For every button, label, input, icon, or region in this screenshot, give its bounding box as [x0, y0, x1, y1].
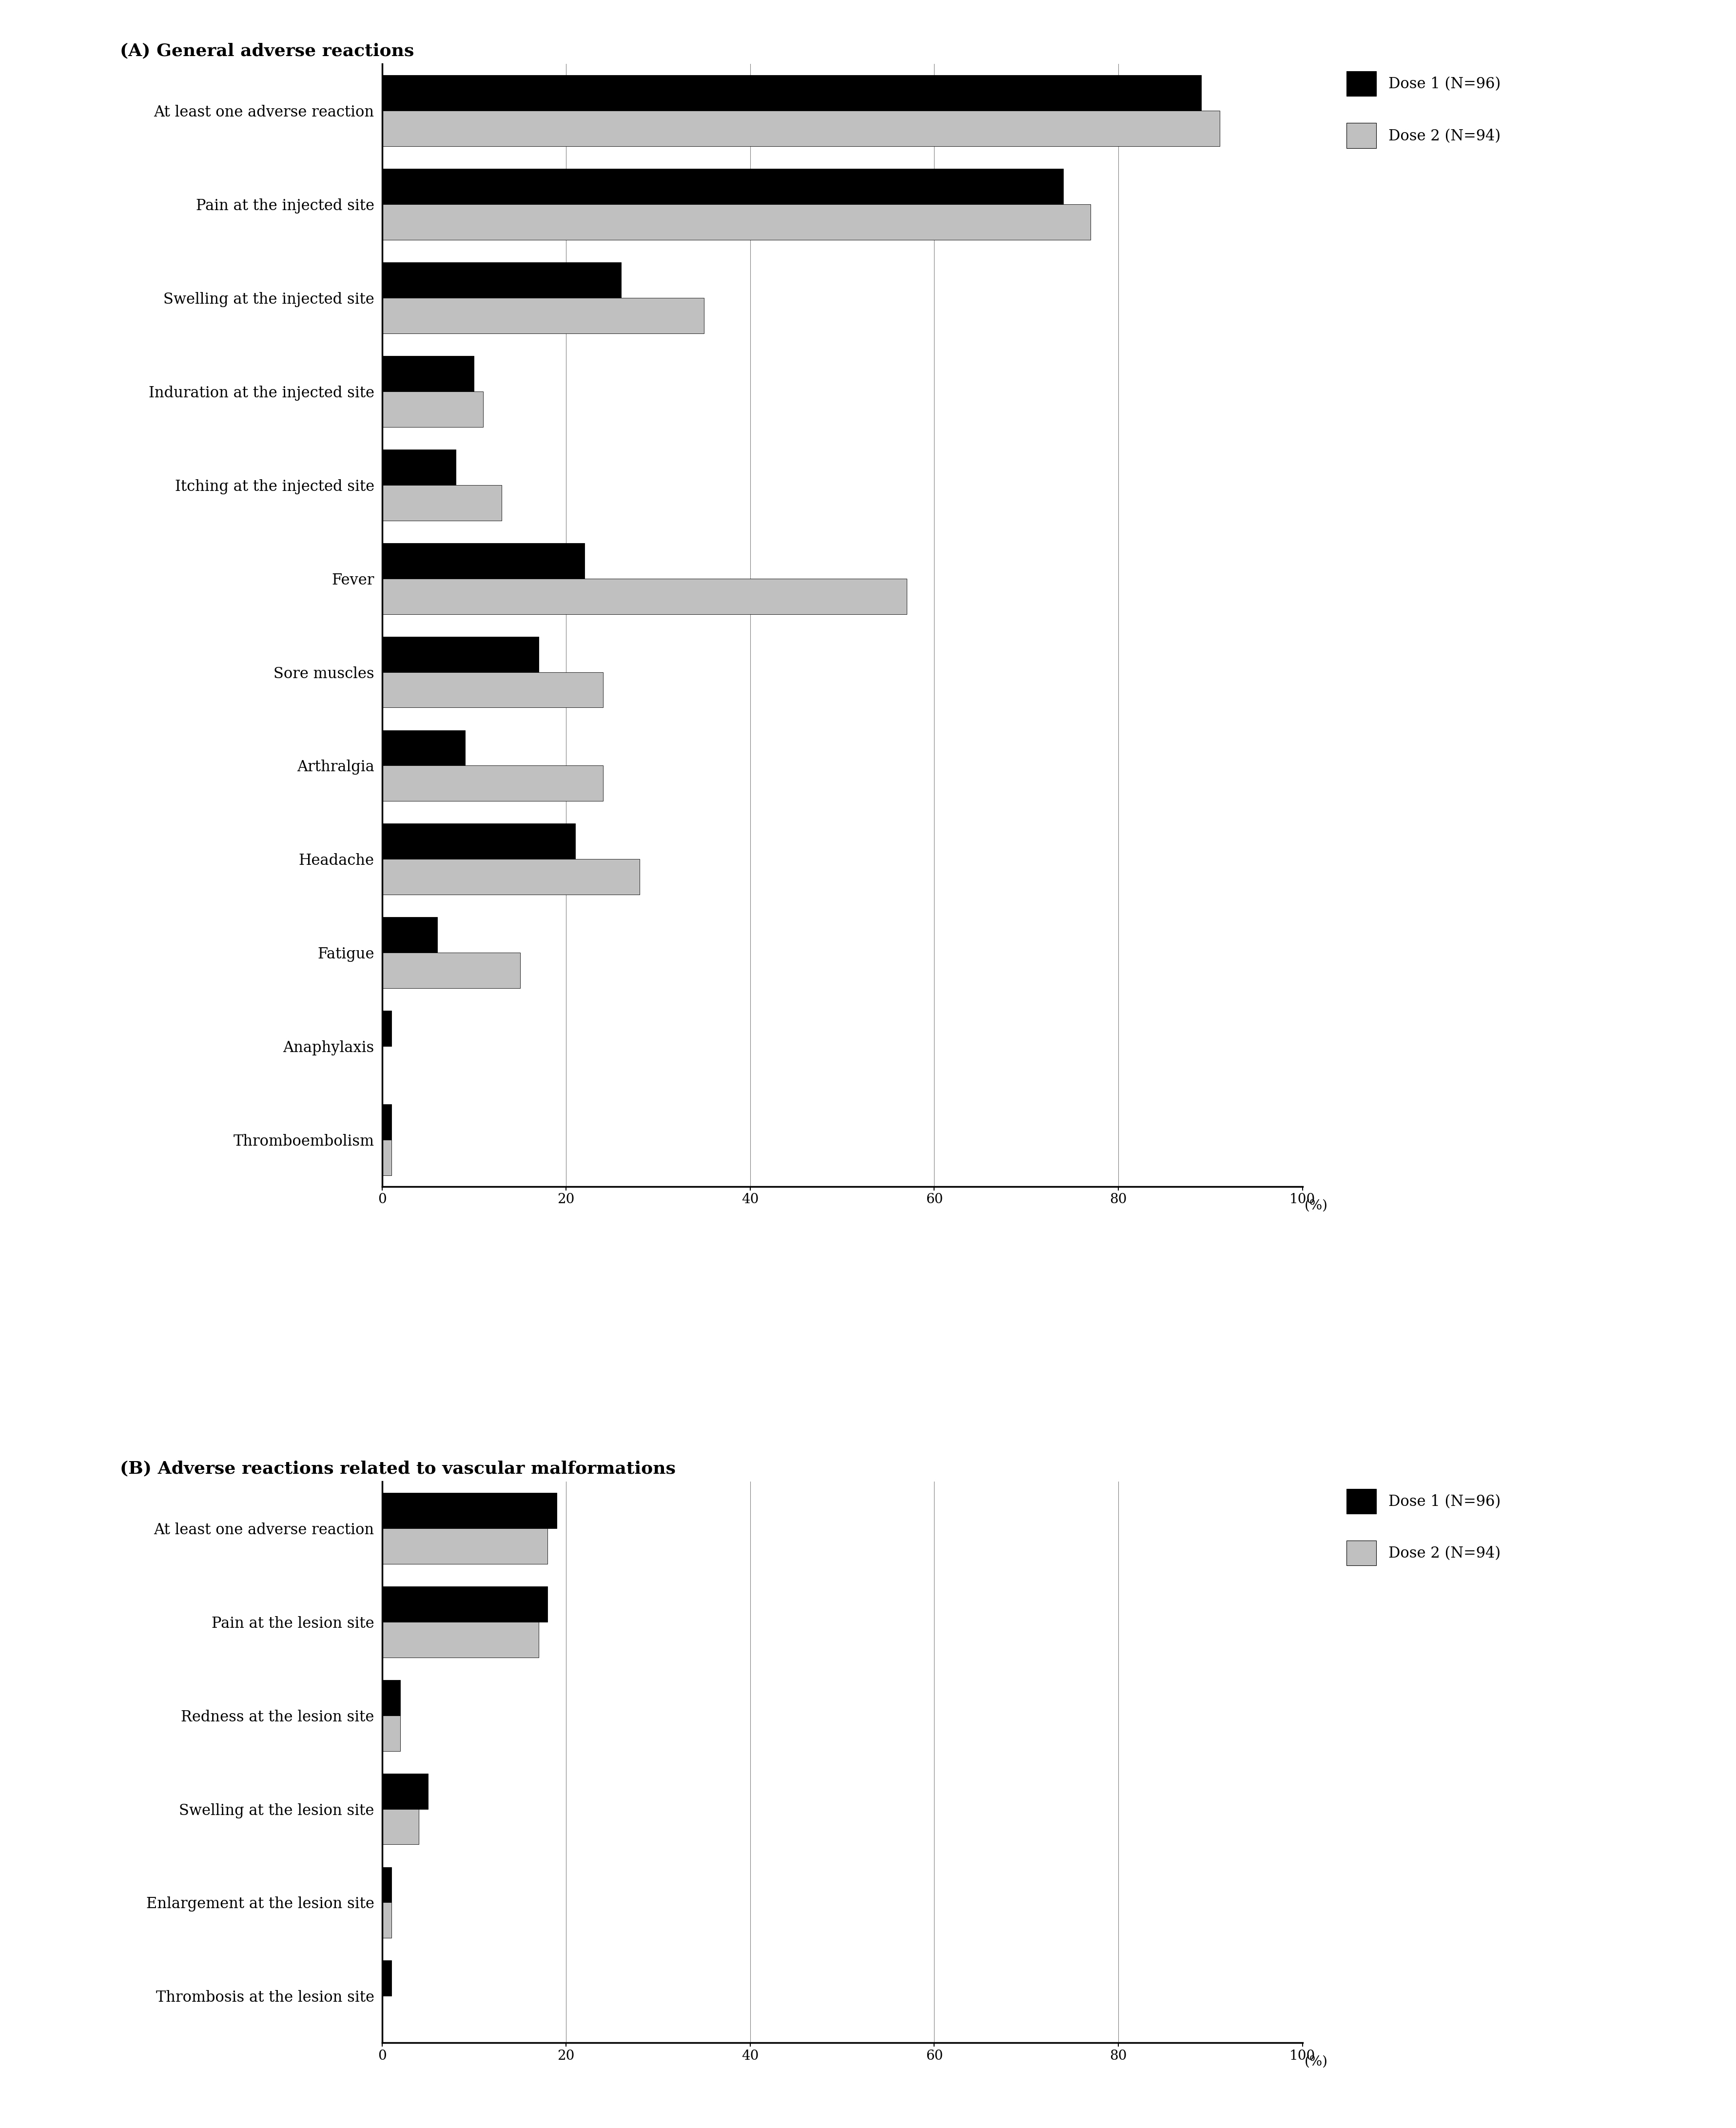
Bar: [382, 355, 474, 392]
Bar: [382, 1902, 391, 1939]
Bar: [382, 543, 585, 579]
Bar: [382, 1715, 401, 1751]
Bar: [382, 111, 1219, 147]
Bar: [382, 1622, 538, 1658]
Bar: [382, 392, 483, 428]
Bar: [382, 168, 1062, 204]
Bar: [382, 636, 538, 672]
Text: (%): (%): [1304, 1198, 1328, 1213]
Bar: [382, 953, 521, 987]
Legend: Dose 1 (N=96), Dose 2 (N=94): Dose 1 (N=96), Dose 2 (N=94): [1345, 1490, 1500, 1566]
Bar: [382, 449, 455, 485]
Bar: [382, 1960, 391, 1996]
Bar: [382, 298, 705, 334]
Bar: [382, 204, 1090, 240]
Text: (B) Adverse reactions related to vascular malformations: (B) Adverse reactions related to vascula…: [120, 1460, 675, 1477]
Bar: [382, 74, 1201, 111]
Bar: [382, 1773, 427, 1809]
Bar: [382, 262, 621, 298]
Bar: [382, 1528, 547, 1564]
Bar: [382, 1141, 391, 1175]
Bar: [382, 1585, 547, 1622]
Bar: [382, 1866, 391, 1902]
Bar: [382, 766, 602, 800]
Bar: [382, 860, 639, 894]
Bar: [382, 1011, 391, 1047]
Bar: [382, 917, 437, 953]
Bar: [382, 824, 575, 860]
Bar: [382, 1492, 557, 1528]
Text: (A) General adverse reactions: (A) General adverse reactions: [120, 43, 413, 60]
Text: (%): (%): [1304, 2056, 1328, 2068]
Bar: [382, 1679, 401, 1715]
Bar: [382, 1104, 391, 1141]
Bar: [382, 730, 465, 766]
Legend: Dose 1 (N=96), Dose 2 (N=94): Dose 1 (N=96), Dose 2 (N=94): [1345, 72, 1500, 149]
Bar: [382, 579, 906, 615]
Bar: [382, 672, 602, 709]
Bar: [382, 485, 502, 521]
Bar: [382, 1809, 418, 1845]
